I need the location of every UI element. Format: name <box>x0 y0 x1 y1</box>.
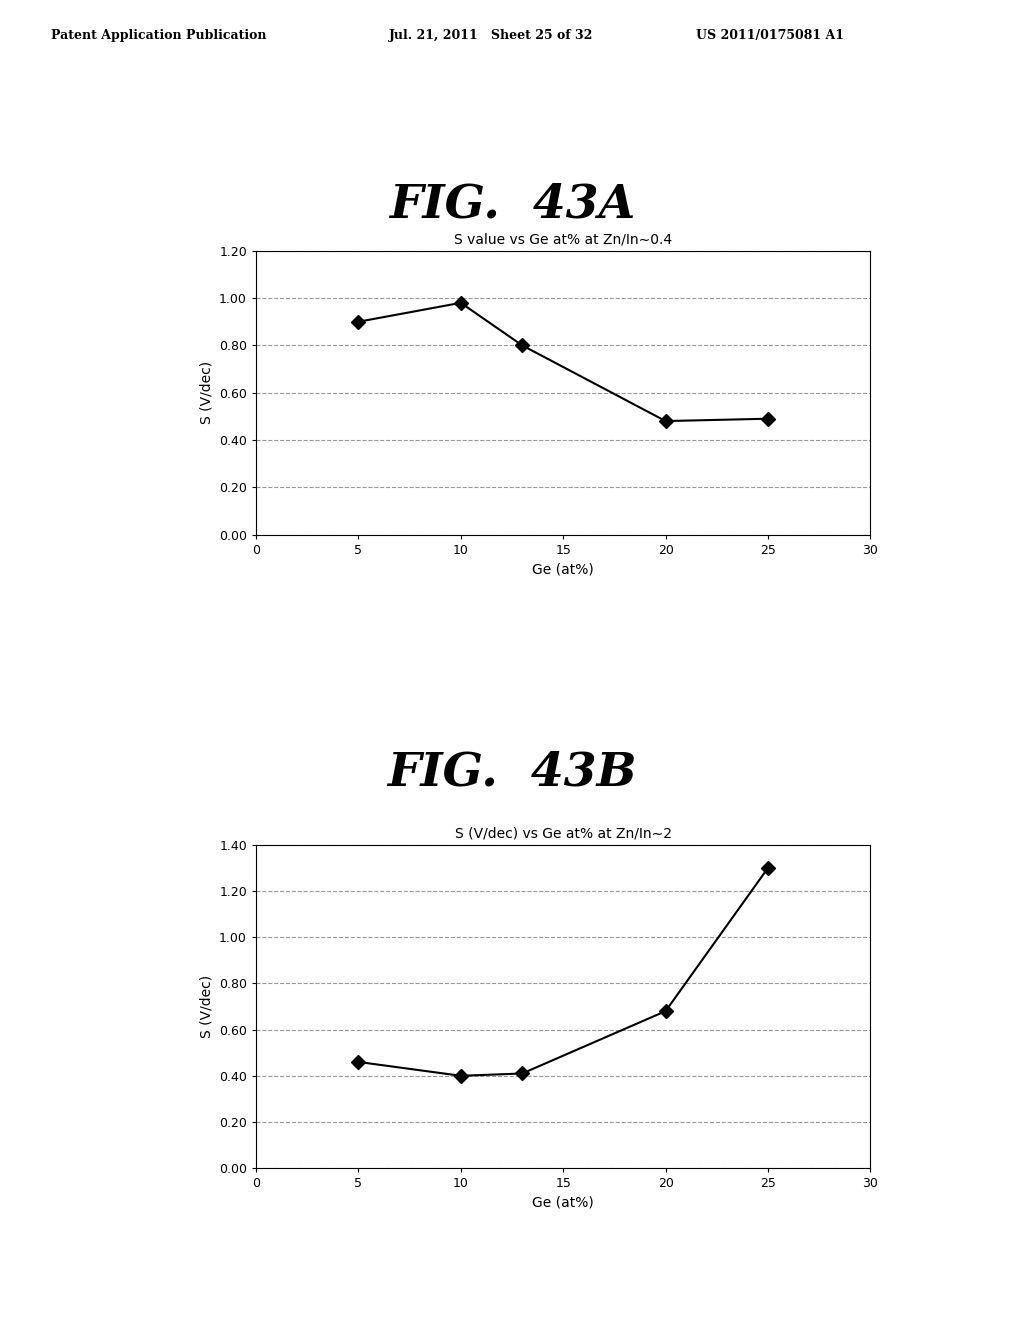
Text: FIG.  43A: FIG. 43A <box>389 182 635 227</box>
Title: S value vs Ge at% at Zn/In∼0.4: S value vs Ge at% at Zn/In∼0.4 <box>454 232 673 247</box>
Title: S (V/dec) vs Ge at% at Zn/In∼2: S (V/dec) vs Ge at% at Zn/In∼2 <box>455 826 672 841</box>
Text: Jul. 21, 2011   Sheet 25 of 32: Jul. 21, 2011 Sheet 25 of 32 <box>389 29 594 42</box>
X-axis label: Ge (at%): Ge (at%) <box>532 562 594 577</box>
Text: Patent Application Publication: Patent Application Publication <box>51 29 266 42</box>
Text: FIG.  43B: FIG. 43B <box>387 750 637 795</box>
Text: US 2011/0175081 A1: US 2011/0175081 A1 <box>696 29 845 42</box>
Y-axis label: S (V/dec): S (V/dec) <box>200 362 213 424</box>
X-axis label: Ge (at%): Ge (at%) <box>532 1196 594 1210</box>
Y-axis label: S (V/dec): S (V/dec) <box>200 975 213 1038</box>
